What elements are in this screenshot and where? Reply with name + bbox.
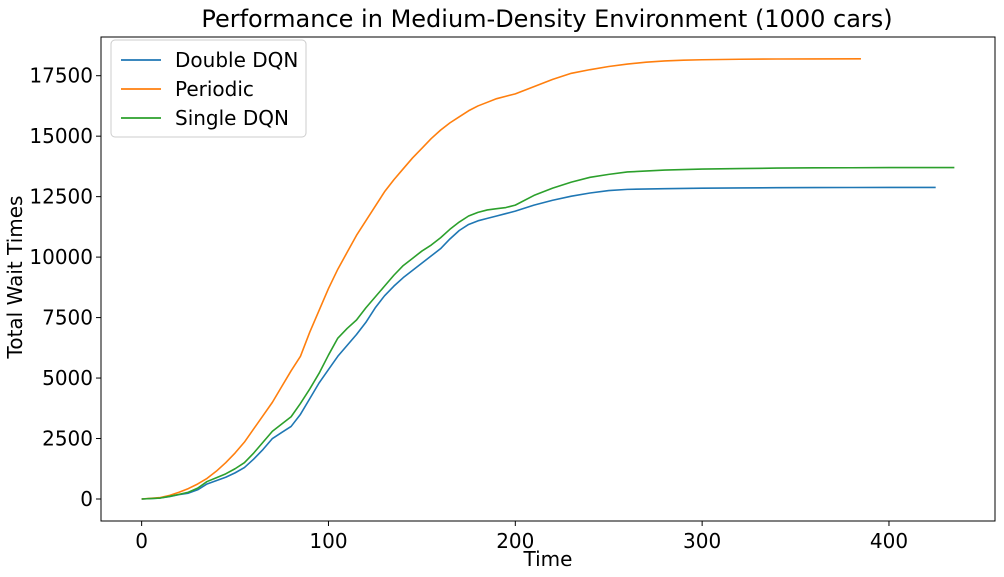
x-ticks: 0 100 200 300 400 — [135, 521, 908, 553]
legend-box — [110, 39, 307, 138]
y-tick-label: 2500 — [42, 427, 93, 451]
plot-frame — [100, 36, 996, 522]
series-line-single-dqn — [141, 166, 955, 500]
y-tick-label: 15000 — [29, 124, 93, 148]
legend-items: Double DQN Periodic Single DQN — [121, 48, 298, 130]
x-tick-label: 300 — [683, 529, 721, 553]
x-axis-label: Time — [523, 547, 573, 571]
y-tick-label: 7500 — [42, 306, 93, 330]
y-tick-label: 17500 — [29, 64, 93, 88]
legend: Double DQN Periodic Single DQN — [110, 39, 307, 138]
y-axis-label: Total Wait Times — [3, 196, 27, 360]
y-ticks: 0 2500 5000 7500 10000 12500 15000 17500 — [29, 64, 101, 511]
legend-label-single-dqn: Single DQN — [175, 106, 289, 130]
y-tick-label: 5000 — [42, 366, 93, 390]
x-tick-label: 100 — [309, 529, 347, 553]
x-tick-label: 200 — [496, 529, 534, 553]
series-layer — [141, 57, 955, 500]
y-tick-label: 12500 — [29, 185, 93, 209]
y-tick-label: 0 — [80, 487, 93, 511]
series-line-double-dqn — [141, 186, 936, 500]
x-tick-label: 0 — [135, 529, 148, 553]
legend-label-double-dqn: Double DQN — [175, 48, 298, 72]
legend-label-periodic: Periodic — [175, 77, 254, 101]
chart-title: Performance in Medium-Density Environmen… — [201, 5, 892, 33]
x-tick-label: 400 — [870, 529, 908, 553]
plot-area: 0 100 200 300 400 0 2500 5000 7500 10000 12500 150… — [29, 36, 996, 553]
y-tick-label: 10000 — [29, 245, 93, 269]
series-line-periodic — [141, 57, 861, 500]
